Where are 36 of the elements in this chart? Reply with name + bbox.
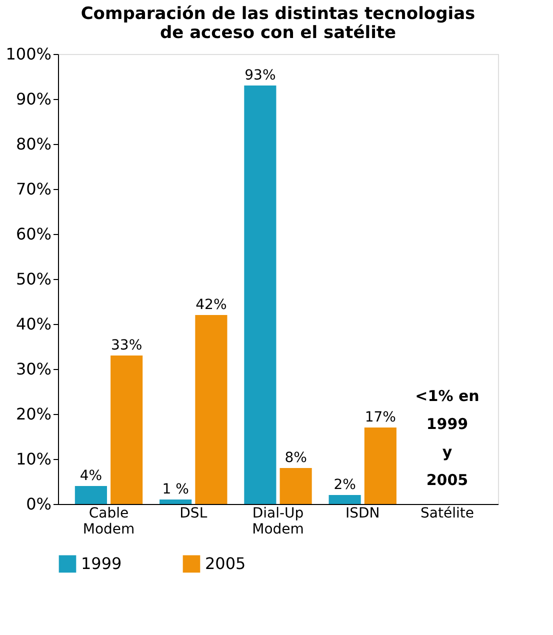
y-tick-label: 0% [26, 494, 52, 514]
y-tick-label: 30% [16, 360, 52, 378]
chart-title: Comparación de las distintas tecnologias de acceso con el satélite [80, 4, 476, 43]
y-tick-label: 10% [16, 450, 52, 468]
x-tick-label: ISDN [345, 506, 380, 522]
legend-label: 1999 [81, 554, 122, 573]
x-tick-label: DSL [180, 506, 208, 522]
data-label: 42% [196, 297, 227, 313]
y-tick-label: 100% [6, 44, 52, 64]
y-tick-label: 50% [16, 270, 52, 288]
legend-label: 2005 [205, 554, 246, 573]
y-tick-label: 40% [16, 314, 52, 334]
bar [280, 468, 312, 504]
data-label: 17% [364, 410, 396, 426]
bar [244, 86, 276, 504]
data-label: 33% [111, 338, 142, 354]
annotation: <1% en 1999 y 2005 [415, 387, 480, 489]
y-tick-label: 20% [16, 404, 52, 424]
bar [195, 315, 228, 504]
bar [110, 356, 143, 504]
y-tick-label: 60% [16, 224, 52, 244]
x-tick-label: Dial-Up Modem [252, 506, 304, 538]
x-tick-label: Satélite [420, 506, 474, 522]
data-label: 1 % [162, 482, 189, 498]
data-label: 2% [334, 477, 356, 493]
data-label: 93% [244, 68, 276, 84]
data-label: 8% [284, 450, 307, 466]
y-tick-label: 80% [16, 134, 52, 154]
data-label: 4% [80, 468, 102, 484]
bar [160, 500, 192, 504]
x-tick-label: Cable Modem [82, 506, 135, 538]
y-tick-label: 70% [16, 180, 52, 198]
y-tick-label: 90% [16, 90, 52, 108]
bar [328, 495, 361, 504]
bar [74, 486, 107, 504]
bar [364, 428, 396, 504]
